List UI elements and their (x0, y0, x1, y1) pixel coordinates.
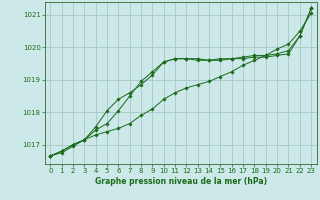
X-axis label: Graphe pression niveau de la mer (hPa): Graphe pression niveau de la mer (hPa) (95, 177, 267, 186)
